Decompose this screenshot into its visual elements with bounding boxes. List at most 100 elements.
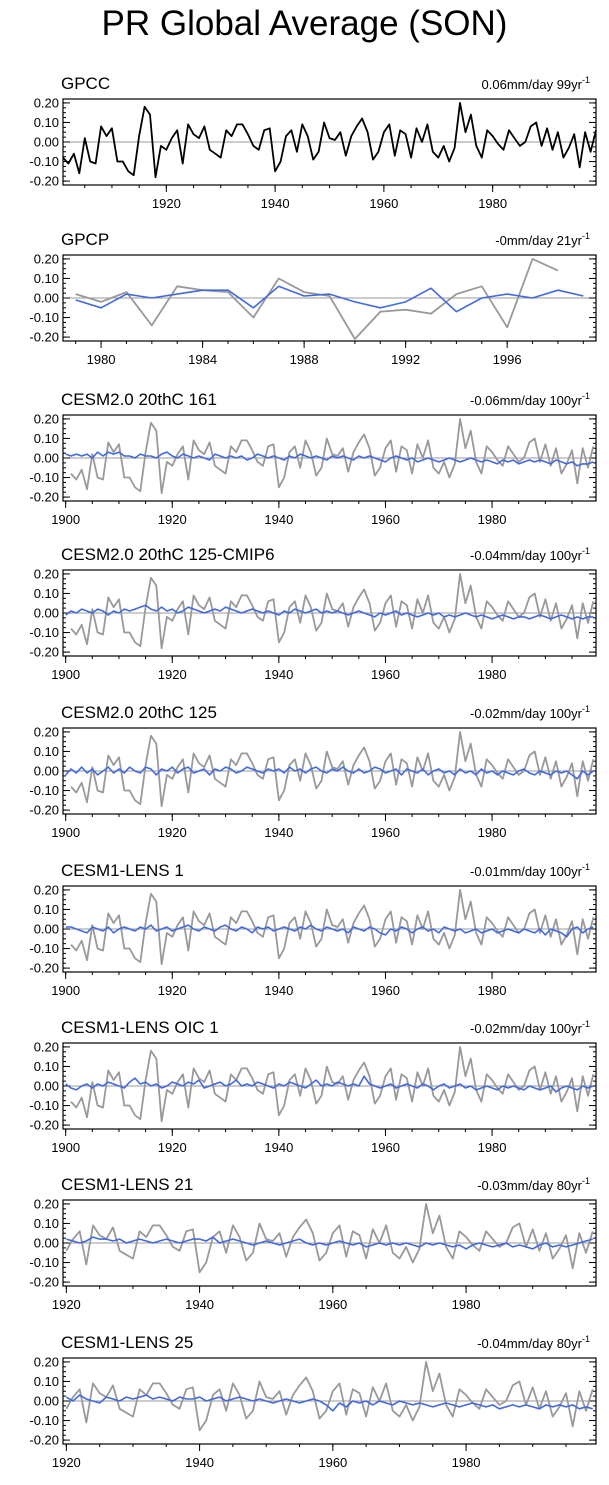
- y-tick-label: 0.00: [34, 135, 59, 150]
- x-tick-label: 1940: [185, 1297, 214, 1312]
- panel-trend-label: -0.01mm/day 100yr-1: [470, 862, 590, 879]
- x-tick-label: 1980: [478, 1140, 507, 1155]
- series-line-model: [70, 889, 595, 966]
- trend-exponent: -1: [582, 1176, 590, 1186]
- x-tick-label: 1940: [185, 1455, 214, 1470]
- panel-3: CESM2.0 20thC 125-CMIP6 -0.04mm/day 100yr…: [29, 545, 597, 682]
- y-tick-label: 0.00: [34, 291, 59, 306]
- y-tick-label: 0.10: [34, 744, 59, 759]
- plot-frame: [62, 1199, 597, 1287]
- plot-frame: [62, 727, 597, 815]
- x-tick-label: 1920: [158, 983, 187, 998]
- plot-frame: [62, 885, 597, 973]
- trend-exponent: -1: [582, 1019, 590, 1029]
- x-tick-label: 1900: [51, 825, 80, 840]
- y-tick-label: 0.20: [34, 1039, 59, 1054]
- panel-title: CESM2.0 20thC 125-CMIP6: [61, 545, 275, 564]
- y-tick-label: -0.10: [29, 941, 59, 956]
- series-line-model: [70, 1046, 595, 1123]
- y-tick-label: 0.00: [34, 451, 59, 466]
- panel-6: CESM1-LENS OIC 1 -0.02mm/day 100yr-1 -0.20…: [29, 1018, 597, 1155]
- x-tick-label: 1900: [51, 983, 80, 998]
- panel-8: CESM1-LENS 25 -0.04mm/day 80yr-1 -0.20 -0.1…: [29, 1333, 597, 1470]
- panel-title: CESM2.0 20thC 125: [61, 703, 217, 722]
- y-tick-label: 0.00: [34, 1236, 59, 1251]
- y-tick-label: -0.20: [29, 490, 59, 505]
- y-tick-label: 0.10: [34, 115, 59, 130]
- y-tick-label: -0.10: [29, 470, 59, 485]
- y-tick-label: -0.10: [29, 154, 59, 169]
- y-tick-label: -0.10: [29, 783, 59, 798]
- y-tick-label: -0.20: [29, 330, 59, 345]
- trend-value: -0.01mm/day 100yr: [470, 864, 583, 879]
- series-line-model: [70, 731, 595, 808]
- x-tick-label: 1940: [264, 983, 293, 998]
- series-line-model: [75, 257, 559, 340]
- x-tick-label: 1920: [158, 512, 187, 527]
- series-line-ensemble: [65, 1075, 594, 1093]
- trend-exponent: -1: [582, 862, 590, 872]
- series-line-ensemble: [65, 604, 594, 620]
- x-tick-label: 1920: [52, 1455, 81, 1470]
- trend-exponent: -1: [582, 231, 590, 241]
- y-tick-label: 0.20: [34, 411, 59, 426]
- x-tick-label: 1920: [52, 1297, 81, 1312]
- trend-value: -0.03mm/day 80yr: [477, 1178, 582, 1193]
- x-tick-label: 1996: [493, 352, 522, 367]
- trend-exponent: -1: [582, 75, 590, 85]
- x-tick-label: 1980: [452, 1455, 481, 1470]
- series-line-obs: [62, 102, 597, 179]
- series-line-model: [65, 1203, 594, 1274]
- panel-trend-label: -0mm/day 21yr-1: [495, 231, 590, 248]
- y-tick-label: -0.20: [29, 803, 59, 818]
- plot-frame: [62, 98, 597, 186]
- y-tick-label: -0.20: [29, 174, 59, 189]
- y-tick-label: -0.10: [29, 310, 59, 325]
- x-tick-label: 1900: [51, 512, 80, 527]
- y-tick-label: -0.20: [29, 645, 59, 660]
- trend-exponent: -1: [582, 391, 590, 401]
- panel-trend-label: -0.04mm/day 80yr-1: [477, 1334, 590, 1351]
- panel-0: GPCC 0.06mm/day 99yr-1 -0.20 -0.10 0.00 0.10 0…: [29, 74, 597, 211]
- y-tick-label: 0.10: [34, 902, 59, 917]
- y-tick-label: -0.20: [29, 961, 59, 976]
- series-line-ensemble: [65, 924, 594, 938]
- plot-frame: [62, 569, 597, 657]
- x-tick-label: 1940: [264, 825, 293, 840]
- panel-trend-label: 0.06mm/day 99yr-1: [482, 75, 590, 92]
- y-tick-label: -0.20: [29, 1433, 59, 1448]
- series-line-ensemble: [65, 766, 594, 780]
- series-line-model: [70, 417, 595, 495]
- panel-title: CESM2.0 20thC 161: [61, 390, 217, 409]
- series-line-ensemble: [65, 451, 594, 467]
- x-tick-label: 1988: [290, 352, 319, 367]
- y-tick-label: -0.20: [29, 1118, 59, 1133]
- x-tick-label: 1900: [51, 667, 80, 682]
- panel-4: CESM2.0 20thC 125 -0.02mm/day 100yr-1 -0.2…: [29, 703, 597, 840]
- x-tick-label: 1980: [478, 512, 507, 527]
- x-tick-label: 1900: [51, 1140, 80, 1155]
- x-tick-label: 1920: [158, 1140, 187, 1155]
- series-line-ensemble: [65, 1394, 593, 1412]
- x-tick-label: 1960: [318, 1455, 347, 1470]
- series-line-ensemble: [75, 285, 584, 313]
- panel-trend-label: -0.04mm/day 100yr-1: [470, 546, 590, 563]
- plot-frame: [62, 254, 597, 342]
- y-tick-label: 0.10: [34, 1059, 59, 1074]
- x-tick-label: 1980: [478, 196, 507, 211]
- x-tick-label: 1920: [158, 825, 187, 840]
- x-tick-label: 1920: [158, 667, 187, 682]
- trend-exponent: -1: [582, 546, 590, 556]
- trend-value: -0.06mm/day 100yr: [470, 393, 583, 408]
- x-tick-label: 1920: [152, 196, 181, 211]
- x-tick-label: 1960: [371, 667, 400, 682]
- x-tick-label: 1960: [371, 1140, 400, 1155]
- trend-value: -0mm/day 21yr: [495, 233, 582, 248]
- x-tick-label: 1960: [369, 196, 398, 211]
- x-tick-label: 1940: [261, 196, 290, 211]
- panel-trend-label: -0.02mm/day 100yr-1: [470, 1019, 590, 1036]
- x-tick-label: 1980: [478, 825, 507, 840]
- panel-title: CESM1-LENS 1: [61, 861, 184, 880]
- trend-value: -0.04mm/day 80yr: [477, 1336, 582, 1351]
